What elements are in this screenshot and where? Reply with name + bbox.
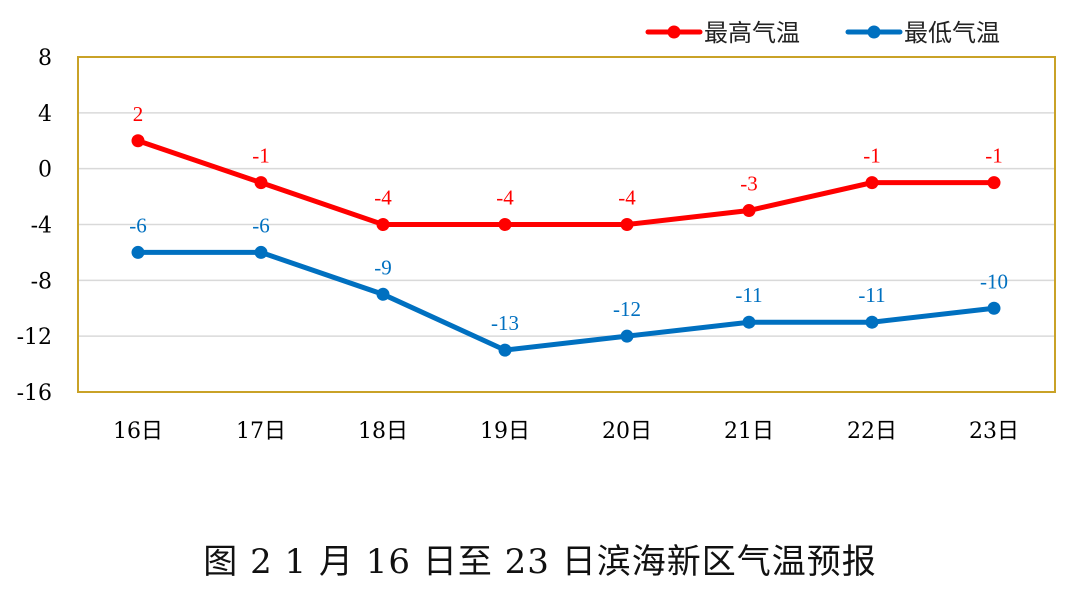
- data-label: -10: [980, 269, 1008, 293]
- y-tick-label: -4: [31, 214, 52, 239]
- data-point: [987, 176, 1001, 190]
- x-tick-label: 17日: [236, 419, 286, 444]
- y-tick-label: -16: [17, 381, 52, 406]
- data-label: -4: [374, 186, 392, 210]
- data-labels: 2 -1 -4 -4 -4 -3 -1 -1 -6 -6 -9 -13 -12 -11 -11 -10: [129, 102, 1008, 335]
- data-point: [620, 218, 634, 231]
- x-tick-label: 18日: [358, 419, 408, 444]
- data-point: [131, 134, 145, 148]
- data-label: -4: [618, 186, 636, 210]
- y-tick-label: 8: [38, 46, 52, 71]
- data-label: -4: [496, 186, 514, 210]
- data-point: [254, 176, 268, 190]
- x-tick-label: 16日: [113, 419, 163, 444]
- data-label: -6: [129, 213, 147, 237]
- data-point: [131, 245, 145, 259]
- data-point: [865, 176, 879, 190]
- legend-label: 最低气温: [904, 19, 1000, 47]
- data-label: -1: [863, 144, 881, 168]
- x-tick-label: 21日: [724, 419, 774, 444]
- data-label: -9: [374, 255, 392, 279]
- data-label: -3: [740, 172, 758, 196]
- data-point: [620, 329, 634, 343]
- data-point: [376, 287, 390, 301]
- data-label: -12: [613, 297, 641, 321]
- y-tick-label: 0: [38, 158, 52, 183]
- legend-label: 最高气温: [704, 19, 800, 47]
- y-tick-label: 4: [38, 102, 52, 127]
- data-point: [498, 343, 512, 357]
- legend-swatch-marker: [867, 25, 881, 39]
- data-point: [987, 301, 1001, 315]
- series-layer: [131, 134, 1001, 357]
- y-tick-label: -8: [31, 269, 52, 294]
- series-line: [135, 138, 997, 227]
- data-label: -1: [252, 144, 270, 168]
- x-tick-label: 23日: [969, 419, 1019, 444]
- data-point: [254, 245, 268, 259]
- data-point: [865, 315, 879, 329]
- legend-swatch-marker: [667, 25, 681, 39]
- line-chart: 840-4-8-12-16 16日 17日 18日 19日 20日 21日 22日 23日 2…: [17, 19, 1056, 444]
- data-label: -1: [985, 144, 1003, 168]
- x-axis: 16日 17日 18日 19日 20日 21日 22日 23日: [113, 419, 1019, 444]
- data-label: -11: [735, 283, 762, 307]
- series-line: [135, 249, 997, 353]
- x-tick-label: 19日: [480, 419, 530, 444]
- y-tick-label: -12: [17, 325, 52, 350]
- x-tick-label: 22日: [847, 419, 897, 444]
- plot-area-border: [77, 56, 1056, 393]
- y-axis: 8 4 0 -4 -8 -12 -16: [17, 46, 52, 406]
- data-point: [742, 204, 756, 218]
- figure-caption: 图 2 1 月 16 日至 23 日滨海新区气温预报: [203, 542, 877, 582]
- data-label: -6: [252, 213, 270, 237]
- data-label: 2: [133, 102, 144, 126]
- data-point: [376, 218, 390, 231]
- data-point: [742, 315, 756, 329]
- data-point: [498, 218, 512, 231]
- x-tick-label: 20日: [602, 419, 652, 444]
- legend: 最高气温 最低气温: [645, 19, 1000, 47]
- data-label: -11: [858, 283, 885, 307]
- data-label: -13: [491, 311, 519, 335]
